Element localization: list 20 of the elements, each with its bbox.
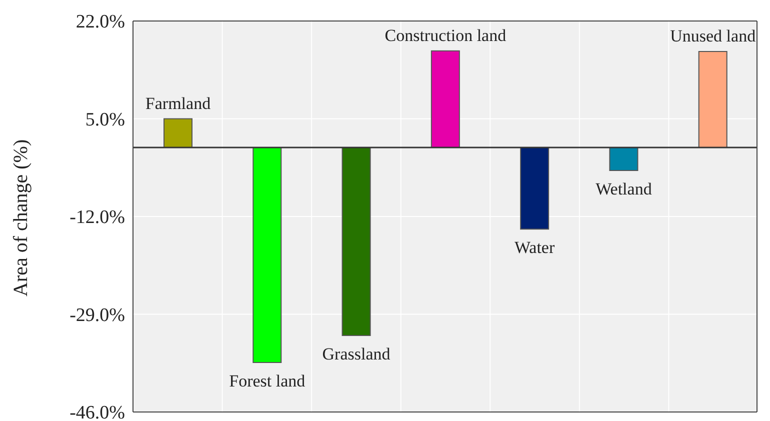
y-tick-label: -46.0%: [70, 402, 126, 421]
y-tick-label: -29.0%: [70, 304, 126, 326]
y-tick-label: -12.0%: [70, 207, 126, 228]
x-tick-label: Farmland: [145, 94, 212, 113]
x-tick-label: Construction land: [384, 26, 507, 45]
bar: [164, 118, 192, 148]
x-tick-label: Wetland: [596, 180, 652, 198]
bar: [520, 147, 550, 230]
y-tick-label: 22.0%: [76, 12, 126, 33]
bar: [430, 50, 460, 148]
bar: [342, 147, 371, 336]
x-tick-label: Unused land: [670, 26, 756, 46]
bar: [252, 147, 282, 364]
bar: [609, 147, 638, 171]
y-axis-title: Area of change (%): [10, 139, 32, 296]
x-tick-label: Forest land: [229, 372, 306, 391]
x-tick-label: Grassland: [322, 344, 391, 364]
bar: [698, 50, 728, 148]
x-tick-label: Water: [514, 238, 555, 258]
y-tick-label: 5.0%: [85, 109, 126, 130]
